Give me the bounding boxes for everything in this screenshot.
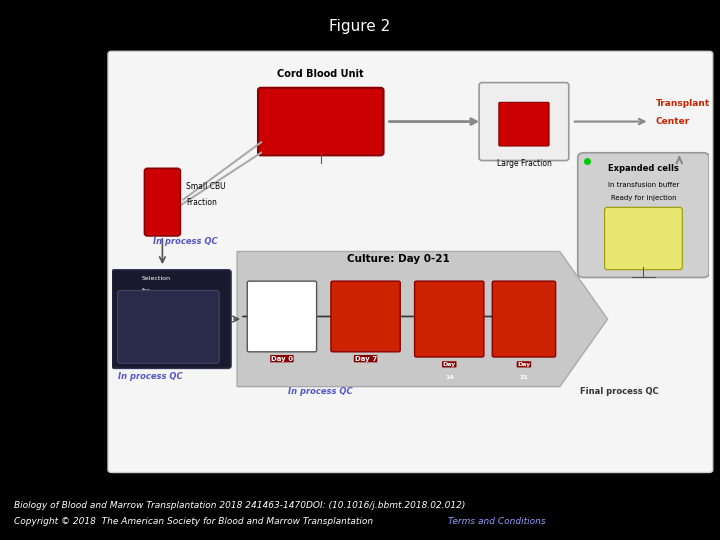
Text: Biology of Blood and Marrow Transplantation 2018 241463-1470DOI: (10.1016/j.bbmt: Biology of Blood and Marrow Transplantat… (14, 501, 466, 510)
Text: In process QC: In process QC (117, 372, 182, 381)
Text: Day 0: Day 0 (271, 356, 293, 362)
FancyBboxPatch shape (415, 281, 484, 357)
FancyBboxPatch shape (492, 281, 556, 357)
FancyBboxPatch shape (577, 153, 709, 278)
FancyBboxPatch shape (108, 51, 713, 472)
Polygon shape (237, 252, 608, 387)
FancyBboxPatch shape (499, 103, 549, 146)
FancyBboxPatch shape (258, 88, 384, 156)
Text: Cord Blood Unit: Cord Blood Unit (277, 69, 364, 79)
Text: Copyright © 2018  The American Society for Blood and Marrow Transplantation: Copyright © 2018 The American Society fo… (14, 517, 377, 526)
FancyBboxPatch shape (247, 281, 317, 352)
Text: Day 7: Day 7 (354, 356, 377, 362)
FancyBboxPatch shape (145, 168, 180, 236)
Text: CD133+: CD133+ (141, 300, 168, 305)
Text: 21: 21 (520, 375, 528, 380)
FancyBboxPatch shape (117, 291, 219, 363)
Text: Small CBU: Small CBU (186, 182, 226, 191)
FancyBboxPatch shape (112, 269, 231, 368)
Text: for: for (141, 288, 150, 293)
Text: Day: Day (443, 362, 456, 367)
FancyBboxPatch shape (605, 207, 683, 269)
Text: Fraction: Fraction (186, 198, 217, 207)
FancyBboxPatch shape (479, 83, 569, 160)
Text: Center: Center (655, 117, 690, 126)
Text: Expanded cells: Expanded cells (608, 164, 679, 173)
Text: Selection: Selection (141, 276, 171, 281)
Text: Ready for injection: Ready for injection (611, 194, 676, 200)
Text: In process QC: In process QC (153, 237, 218, 246)
Text: In process QC: In process QC (289, 387, 353, 396)
Text: Day: Day (517, 362, 531, 367)
Text: Transplant: Transplant (655, 99, 710, 108)
Text: In transfusion buffer: In transfusion buffer (608, 181, 679, 187)
Text: Final process QC: Final process QC (580, 387, 659, 396)
Text: Terms and Conditions: Terms and Conditions (448, 517, 546, 526)
Text: 14: 14 (445, 375, 454, 380)
Text: Large Fraction: Large Fraction (497, 159, 552, 168)
FancyBboxPatch shape (331, 281, 400, 352)
Text: Culture: Day 0-21: Culture: Day 0-21 (347, 254, 450, 264)
Text: Cells: Cells (141, 311, 156, 316)
Text: Figure 2: Figure 2 (329, 19, 391, 34)
